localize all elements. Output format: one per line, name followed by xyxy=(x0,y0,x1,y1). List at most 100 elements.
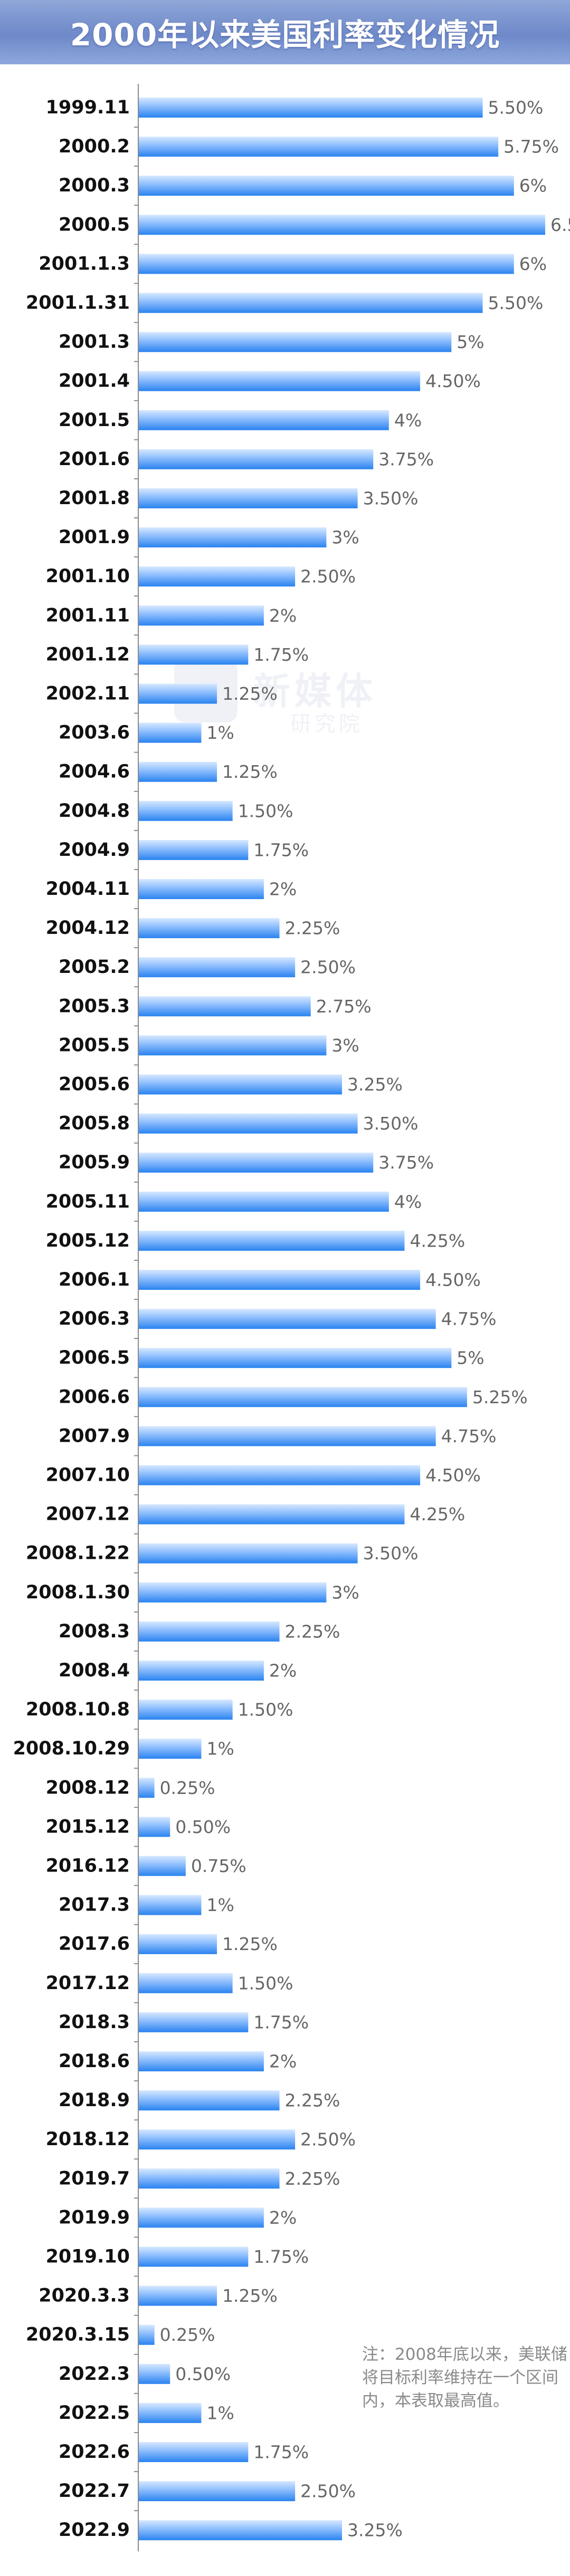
value-label: 1.75% xyxy=(253,644,309,665)
value-label: 0.25% xyxy=(160,1778,215,1798)
value-label: 5.25% xyxy=(472,1387,528,1407)
bar xyxy=(139,2207,264,2228)
category-label: 2008.1.22 xyxy=(26,1543,130,1564)
category-label: 2019.9 xyxy=(59,2207,130,2228)
bar xyxy=(139,449,374,469)
category-label: 2001.3 xyxy=(59,332,130,353)
value-label: 1.50% xyxy=(238,800,293,821)
bar xyxy=(139,1191,389,1212)
category-label: 2005.2 xyxy=(59,957,130,978)
bar xyxy=(139,1309,436,1329)
bar xyxy=(139,2481,296,2502)
category-label: 2008.3 xyxy=(59,1621,130,1642)
value-label: 3.50% xyxy=(363,488,419,509)
bar xyxy=(139,1270,421,1290)
category-label: 2008.12 xyxy=(46,1777,130,1798)
category-label: 2002.11 xyxy=(46,683,130,705)
bar xyxy=(139,1700,233,1720)
value-label: 1.25% xyxy=(222,1934,278,1954)
bar xyxy=(139,1817,170,1837)
category-label: 2004.6 xyxy=(59,761,130,783)
category-label: 2017.6 xyxy=(59,1934,130,1955)
value-label: 1.75% xyxy=(253,2442,309,2463)
value-label: 2% xyxy=(269,879,297,900)
value-label: 2% xyxy=(269,1661,297,1681)
bar xyxy=(139,1504,405,1525)
value-label: 1.25% xyxy=(222,683,278,704)
category-label: 2008.4 xyxy=(59,1660,130,1681)
category-label: 2022.5 xyxy=(59,2403,130,2424)
bar xyxy=(139,1465,421,1485)
value-label: 1% xyxy=(206,2403,234,2423)
value-label: 2.25% xyxy=(285,2168,340,2189)
value-label: 4.50% xyxy=(425,1465,481,1485)
bar xyxy=(139,1856,186,1876)
bar xyxy=(139,840,249,860)
value-label: 3.50% xyxy=(363,1543,419,1564)
value-label: 0.50% xyxy=(175,2363,231,2384)
value-label: 2% xyxy=(269,2051,297,2072)
category-label: 2020.3.15 xyxy=(26,2324,130,2346)
category-label: 2001.5 xyxy=(59,410,130,431)
bar xyxy=(139,2051,264,2071)
bar xyxy=(139,1113,358,1134)
bar xyxy=(139,1426,436,1446)
value-label: 2.25% xyxy=(285,2090,340,2111)
footnote: 注：2008年底以来，美联储将目标利率维持在一个区间内，本表取最高值。 xyxy=(362,2345,567,2410)
value-label: 6% xyxy=(519,176,547,196)
value-label: 5% xyxy=(457,332,484,352)
bar xyxy=(139,1621,280,1642)
value-label: 0.50% xyxy=(175,1817,231,1837)
value-label: 4.25% xyxy=(410,1504,465,1525)
value-label: 4% xyxy=(394,1191,422,1212)
value-label: 2.50% xyxy=(300,957,356,978)
bar xyxy=(139,215,545,235)
value-label: 2.25% xyxy=(285,918,340,939)
category-label: 2004.9 xyxy=(59,840,130,861)
bar xyxy=(139,761,217,782)
category-label: 2001.10 xyxy=(46,566,130,587)
value-label: 6% xyxy=(519,254,547,274)
category-label: 2007.10 xyxy=(46,1465,130,1486)
header-banner: 2000年以来美国利率变化情况 xyxy=(0,0,570,64)
bar xyxy=(139,2129,296,2150)
value-label: 2.25% xyxy=(285,1621,340,1642)
bar xyxy=(139,1074,342,1095)
value-label: 1.50% xyxy=(238,1973,293,1993)
category-label: 2022.7 xyxy=(59,2481,130,2502)
value-label: 1.25% xyxy=(222,761,278,782)
category-label: 2005.8 xyxy=(59,1113,130,1134)
category-label: 2017.3 xyxy=(59,1895,130,1916)
value-label: 2% xyxy=(269,2207,297,2228)
category-label: 2005.12 xyxy=(46,1230,130,1251)
bar xyxy=(139,1348,452,1368)
value-label: 3% xyxy=(331,1035,359,1056)
bar xyxy=(139,918,280,939)
value-label: 2.50% xyxy=(300,2481,356,2502)
value-label: 3.25% xyxy=(347,1074,403,1095)
bar xyxy=(139,2324,155,2345)
bar xyxy=(139,996,311,1017)
bar xyxy=(139,1152,374,1173)
bar xyxy=(139,332,452,352)
bar xyxy=(139,1778,155,1798)
value-label: 5.75% xyxy=(504,137,559,157)
value-label: 1% xyxy=(206,1895,234,1915)
bar xyxy=(139,1582,327,1603)
category-label: 2020.3.3 xyxy=(39,2285,130,2307)
category-label: 2016.12 xyxy=(46,1856,130,1877)
category-label: 2015.12 xyxy=(46,1816,130,1837)
bar xyxy=(139,1895,202,1915)
bar xyxy=(139,2168,280,2189)
category-label: 2005.9 xyxy=(59,1152,130,1173)
value-label: 1% xyxy=(206,722,234,743)
bar xyxy=(139,2520,342,2541)
value-label: 4.25% xyxy=(410,1230,465,1251)
category-label: 2006.6 xyxy=(59,1386,130,1407)
category-label: 2008.10.29 xyxy=(13,1738,130,1759)
value-label: 4.75% xyxy=(441,1426,497,1446)
category-label: 2003.6 xyxy=(59,722,130,744)
category-label: 2018.6 xyxy=(59,2051,130,2072)
category-label: 2007.9 xyxy=(59,1425,130,1446)
